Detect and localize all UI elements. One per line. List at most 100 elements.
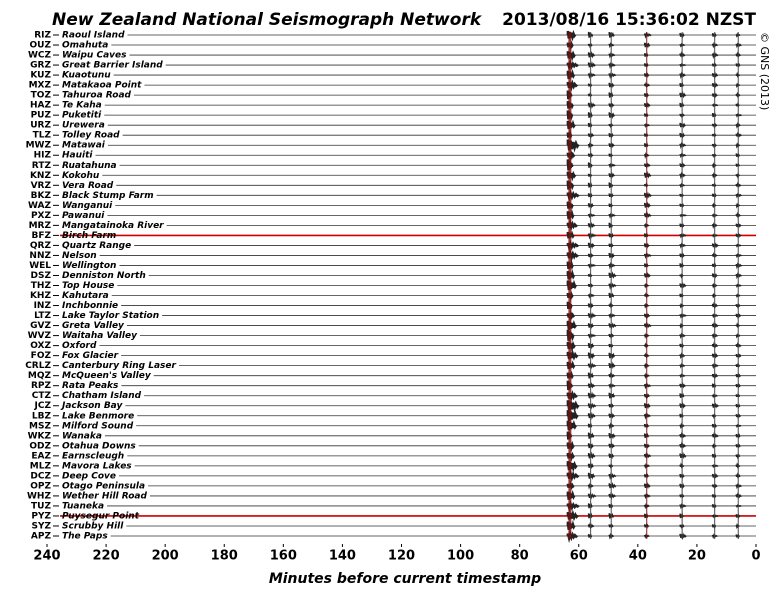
station-name: Deep Cove	[62, 471, 116, 481]
burst	[735, 482, 742, 490]
burst	[735, 252, 742, 259]
station-name: Quartz Range	[62, 241, 131, 251]
station-name: Omahuta	[62, 41, 108, 51]
station-name: Canterbury Ring Laser	[62, 361, 176, 371]
burst	[608, 382, 616, 390]
chart-title: New Zealand National Seismograph Network	[52, 10, 483, 30]
station-name: Kuaotunu	[62, 71, 111, 81]
station-code: MXZ	[29, 81, 52, 91]
burst	[587, 391, 597, 400]
station-name: Oxford	[62, 341, 97, 351]
station-code: HAZ	[30, 101, 51, 111]
burst	[711, 402, 719, 409]
station-code: MSZ	[29, 421, 51, 431]
burst	[711, 472, 719, 480]
burst	[587, 432, 595, 439]
burst	[735, 113, 742, 118]
station-name: Mavora Lakes	[62, 461, 132, 471]
event-burst	[735, 32, 743, 540]
burst	[643, 481, 651, 490]
burst	[711, 431, 719, 440]
burst	[587, 402, 597, 410]
x-axis-label: Minutes before current timestamp	[269, 571, 541, 587]
burst	[679, 532, 687, 541]
x-tick-label: 40	[629, 549, 647, 564]
station-name: Puketiti	[62, 111, 102, 121]
station-name: Otago Peninsula	[62, 481, 145, 491]
timestamp: 2013/08/16 15:36:02 NZST	[502, 10, 756, 30]
station-name: Vera Road	[62, 181, 114, 191]
burst	[608, 112, 616, 120]
x-tick-label: 80	[511, 549, 529, 564]
station-code: CRLZ	[25, 361, 51, 371]
burst	[587, 352, 596, 360]
station-code: DCZ	[30, 471, 51, 481]
station-code: TOZ	[31, 91, 52, 101]
station-code: ODZ	[29, 441, 51, 451]
station-code: RIZ	[34, 31, 51, 41]
station-name: Te Kaha	[62, 101, 102, 111]
burst	[608, 281, 617, 290]
burst	[643, 191, 652, 200]
x-tick-label: 20	[688, 549, 706, 564]
station-name: Jackson Bay	[60, 401, 123, 411]
burst	[679, 242, 686, 249]
event-burst	[566, 29, 580, 544]
burst	[679, 141, 687, 150]
station-name: Tuaneka	[62, 501, 104, 511]
station-name: McQueen's Valley	[62, 371, 152, 381]
burst	[643, 321, 652, 330]
station-code: WEL	[29, 261, 51, 271]
station-name: Lake Benmore	[62, 411, 134, 421]
station-name: Mangatainoka River	[62, 221, 164, 231]
burst	[587, 50, 596, 59]
station-code: GVZ	[30, 321, 51, 331]
station-name: Black Stump Farm	[62, 191, 154, 201]
station-code: APZ	[31, 532, 52, 542]
station-name: Denniston North	[62, 271, 146, 281]
station-code: GRZ	[30, 61, 51, 71]
event-burst	[587, 31, 597, 539]
burst	[643, 451, 652, 460]
station-code: OXZ	[30, 341, 51, 351]
station-name: Ruatahuna	[62, 161, 117, 171]
station-name: Kahutara	[62, 291, 109, 301]
burst	[587, 332, 596, 339]
burst	[608, 392, 616, 399]
station-name: Birch Farm	[62, 231, 116, 241]
burst	[735, 192, 742, 199]
burst	[587, 312, 597, 320]
station-code: TUZ	[31, 501, 51, 511]
event-burst	[711, 32, 719, 540]
station-code: HIZ	[34, 151, 52, 161]
station-code: MRZ	[29, 221, 52, 231]
station-name: Puysegur Point	[62, 511, 140, 521]
x-tick-label: 240	[33, 549, 60, 564]
burst	[587, 361, 597, 370]
station-code: MLZ	[30, 461, 52, 471]
station-name: Kokohu	[62, 171, 100, 181]
burst	[643, 171, 652, 179]
station-code: WVZ	[28, 331, 52, 341]
burst	[608, 61, 616, 69]
burst	[679, 502, 687, 510]
station-name: Milford Sound	[62, 421, 134, 431]
station-code: PXZ	[31, 211, 52, 221]
station-code: URZ	[30, 121, 51, 131]
station-code: KUZ	[30, 71, 51, 81]
burst	[711, 463, 719, 469]
station-name: Nelson	[62, 251, 97, 261]
station-code: CTZ	[32, 391, 52, 401]
station-name: Top House	[62, 281, 114, 291]
burst	[587, 71, 596, 80]
station-name: Matakaoa Point	[62, 81, 142, 91]
burst	[587, 101, 596, 110]
burst	[587, 292, 595, 299]
burst	[608, 271, 617, 279]
x-tick-label: 180	[211, 549, 238, 564]
burst	[643, 252, 652, 260]
station-code: KHZ	[30, 291, 52, 301]
burst	[608, 371, 616, 379]
burst	[643, 271, 651, 279]
